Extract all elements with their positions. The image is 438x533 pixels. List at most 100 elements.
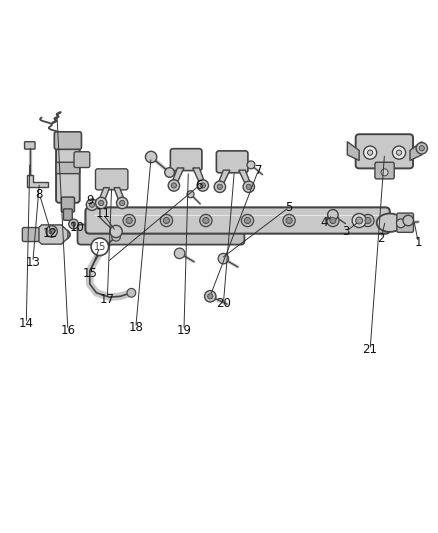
Circle shape <box>174 248 185 259</box>
Circle shape <box>71 222 76 226</box>
Text: 15: 15 <box>82 266 97 280</box>
Text: 8: 8 <box>36 188 43 201</box>
Polygon shape <box>239 170 252 187</box>
Polygon shape <box>114 188 126 203</box>
Circle shape <box>112 232 120 241</box>
Circle shape <box>89 202 95 207</box>
Text: 7: 7 <box>254 164 262 176</box>
Circle shape <box>247 161 255 169</box>
Circle shape <box>392 146 406 159</box>
FancyBboxPatch shape <box>56 162 80 174</box>
Circle shape <box>205 290 216 302</box>
Circle shape <box>243 181 254 192</box>
FancyBboxPatch shape <box>64 209 72 220</box>
Polygon shape <box>410 142 422 160</box>
Circle shape <box>403 215 413 226</box>
Circle shape <box>327 214 339 227</box>
Circle shape <box>168 180 180 191</box>
Circle shape <box>165 168 174 177</box>
Polygon shape <box>171 168 184 185</box>
Circle shape <box>246 184 251 189</box>
FancyBboxPatch shape <box>95 169 128 190</box>
FancyBboxPatch shape <box>61 197 74 212</box>
Text: 12: 12 <box>43 227 58 240</box>
Circle shape <box>208 294 213 299</box>
FancyBboxPatch shape <box>25 142 35 149</box>
Circle shape <box>49 229 54 234</box>
Text: 5: 5 <box>286 201 293 214</box>
Circle shape <box>241 214 254 227</box>
Text: 21: 21 <box>363 343 378 356</box>
Circle shape <box>187 191 194 198</box>
Circle shape <box>365 217 371 223</box>
FancyBboxPatch shape <box>54 132 81 149</box>
Text: 17: 17 <box>100 293 115 306</box>
Polygon shape <box>347 142 359 160</box>
FancyBboxPatch shape <box>170 149 202 171</box>
Circle shape <box>367 150 373 155</box>
Text: 11: 11 <box>95 207 110 221</box>
Circle shape <box>123 214 135 227</box>
Text: 10: 10 <box>69 221 84 233</box>
Text: 19: 19 <box>177 324 191 336</box>
FancyBboxPatch shape <box>375 162 394 179</box>
Circle shape <box>217 184 223 189</box>
Circle shape <box>86 199 98 211</box>
Text: 18: 18 <box>128 321 143 334</box>
Circle shape <box>214 181 226 192</box>
Circle shape <box>145 151 157 163</box>
Text: 15: 15 <box>94 242 106 252</box>
Circle shape <box>69 219 78 229</box>
Circle shape <box>396 219 405 228</box>
Circle shape <box>356 217 363 224</box>
Polygon shape <box>217 170 230 187</box>
Circle shape <box>117 197 128 209</box>
FancyBboxPatch shape <box>85 207 390 233</box>
Text: 20: 20 <box>216 297 231 310</box>
Text: 16: 16 <box>60 324 75 336</box>
Text: 1: 1 <box>414 236 422 249</box>
Polygon shape <box>193 168 206 185</box>
Circle shape <box>381 169 388 176</box>
Circle shape <box>163 217 170 223</box>
Circle shape <box>126 217 132 223</box>
FancyBboxPatch shape <box>216 151 248 173</box>
Circle shape <box>330 217 336 223</box>
Polygon shape <box>27 174 48 187</box>
Circle shape <box>99 200 104 206</box>
Circle shape <box>46 226 57 237</box>
Circle shape <box>328 209 338 220</box>
FancyBboxPatch shape <box>397 213 413 232</box>
Circle shape <box>171 183 177 188</box>
Circle shape <box>416 142 427 154</box>
Circle shape <box>396 150 402 155</box>
Text: 2: 2 <box>377 231 385 245</box>
Text: 4: 4 <box>320 216 328 229</box>
Ellipse shape <box>48 229 70 241</box>
FancyBboxPatch shape <box>22 228 39 241</box>
Circle shape <box>364 146 377 159</box>
Ellipse shape <box>377 214 403 232</box>
Circle shape <box>286 217 292 223</box>
Circle shape <box>160 214 173 227</box>
Circle shape <box>95 197 107 209</box>
Circle shape <box>200 183 205 188</box>
Circle shape <box>283 214 295 227</box>
Circle shape <box>419 146 424 151</box>
Circle shape <box>127 288 136 297</box>
Circle shape <box>203 217 209 223</box>
FancyBboxPatch shape <box>56 133 80 203</box>
Circle shape <box>197 180 208 191</box>
Circle shape <box>244 217 251 223</box>
Circle shape <box>352 214 366 228</box>
Circle shape <box>120 200 125 206</box>
Circle shape <box>218 253 229 264</box>
Polygon shape <box>98 188 110 203</box>
Polygon shape <box>35 225 68 244</box>
Text: 13: 13 <box>25 256 40 269</box>
Text: 9: 9 <box>86 195 94 207</box>
Text: 6: 6 <box>195 179 203 192</box>
Circle shape <box>91 238 109 255</box>
FancyBboxPatch shape <box>356 134 413 168</box>
Text: 14: 14 <box>19 317 34 330</box>
